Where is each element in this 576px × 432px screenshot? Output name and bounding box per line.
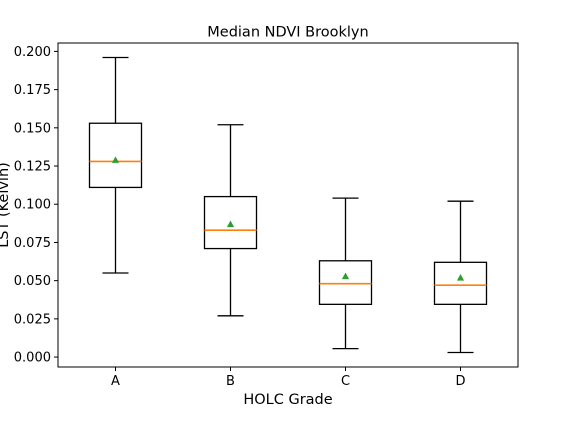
box-B xyxy=(203,124,258,317)
y-tick-label: 0.200 xyxy=(14,45,51,60)
plot-frame xyxy=(57,42,519,368)
box-C xyxy=(318,197,373,350)
x-tick-label: B xyxy=(226,374,235,389)
y-tick-label: 0.000 xyxy=(14,351,51,366)
box-D xyxy=(433,200,488,354)
mean-marker xyxy=(111,156,120,163)
chart-title: Median NDVI Brooklyn xyxy=(207,25,368,41)
y-tick-label: 0.100 xyxy=(14,198,51,213)
box-A xyxy=(88,56,143,274)
x-axis-label: HOLC Grade xyxy=(243,392,332,408)
x-tick-label: D xyxy=(455,374,465,389)
y-axis: 0.000 0.025 0.050 0.075 0.100 0.125 0.150 0.175… xyxy=(14,45,58,366)
box-iqr xyxy=(318,260,373,305)
mean-marker xyxy=(341,272,350,280)
box-iqr xyxy=(433,261,488,305)
x-axis: A B C D xyxy=(111,367,466,389)
mean-marker xyxy=(226,220,235,228)
y-tick-label: 0.025 xyxy=(14,312,51,327)
x-tick-label: A xyxy=(111,374,120,389)
y-tick-label: 0.125 xyxy=(14,160,51,175)
y-tick-label: 0.050 xyxy=(14,274,51,289)
y-tick-label: 0.150 xyxy=(14,121,51,136)
y-tick-label: 0.175 xyxy=(14,83,51,98)
box-iqr xyxy=(203,195,258,250)
box-iqr xyxy=(88,122,143,189)
x-tick-label: C xyxy=(341,374,350,389)
y-tick-label: 0.075 xyxy=(14,236,51,251)
box-plots xyxy=(88,56,488,354)
mean-marker xyxy=(456,273,465,281)
y-axis-label: LST (Kelvin) xyxy=(0,162,12,248)
